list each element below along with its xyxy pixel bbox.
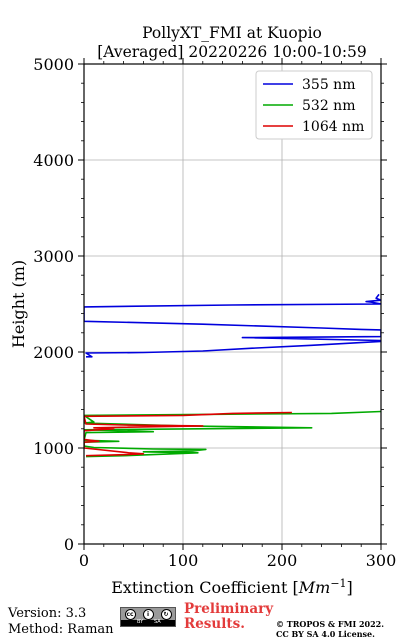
legend-box <box>255 70 373 140</box>
preliminary-line2: Results. <box>184 616 245 632</box>
y-tick-label: 0 <box>64 535 74 554</box>
x-tick-label: 100 <box>168 551 199 570</box>
chart-canvas: PollyXT_FMI at Kuopio [Averaged] 2022022… <box>9 24 396 598</box>
license-notice: © TROPOS & FMI 2022. CC BY SA 4.0 Licens… <box>276 619 385 639</box>
legend: 355 nm 532 nm 1064 nm <box>255 70 373 140</box>
series-line-3 <box>84 411 292 457</box>
version-text: Version: 3.3 <box>8 606 87 621</box>
x-tick-label: 200 <box>267 551 298 570</box>
sa-icon: ↻ <box>160 609 172 620</box>
footer-info: Version: 3.3 Method: Raman <box>8 606 114 638</box>
badge-by-text: BY <box>137 619 144 625</box>
license-line1: © TROPOS & FMI 2022. <box>276 619 385 629</box>
plot-frame <box>83 63 382 545</box>
preliminary-line1: Preliminary <box>184 601 274 617</box>
y-tick-label: 3000 <box>33 247 74 266</box>
y-axis-label: Height (m) <box>9 260 28 348</box>
cc-icon: cc <box>124 609 136 620</box>
y-tick-label: 2000 <box>33 343 74 362</box>
cc-badge-strip: BY SA <box>121 619 175 626</box>
method-text: Method: Raman <box>8 622 114 637</box>
series-line-2 <box>84 410 381 458</box>
by-icon: i <box>142 609 154 620</box>
y-tick-label: 1000 <box>33 439 74 458</box>
legend-label-1: 355 nm <box>302 77 355 93</box>
x-tick-label: 0 <box>79 551 89 570</box>
badge-sa-text: SA <box>154 619 161 625</box>
series-line-1 <box>84 293 381 358</box>
data-lines <box>84 293 381 458</box>
legend-label-2: 532 nm <box>302 98 355 114</box>
x-tick-label: 300 <box>366 551 397 570</box>
legend-label-3: 1064 nm <box>302 119 364 135</box>
cc-license-badge: cc i ↻ BY SA <box>120 607 176 627</box>
preliminary-notice: Preliminary Results. <box>184 602 273 632</box>
license-line2: CC BY SA 4.0 License. <box>276 628 375 639</box>
chart-subtitle: [Averaged] 20220226 10:00-10:59 <box>97 43 367 61</box>
chart-title: PollyXT_FMI at Kuopio <box>142 24 322 42</box>
x-axis-label: Extinction Coefficient [Mm−1] <box>111 577 353 598</box>
y-tick-label: 5000 <box>33 55 74 74</box>
y-tick-label: 4000 <box>33 151 74 170</box>
